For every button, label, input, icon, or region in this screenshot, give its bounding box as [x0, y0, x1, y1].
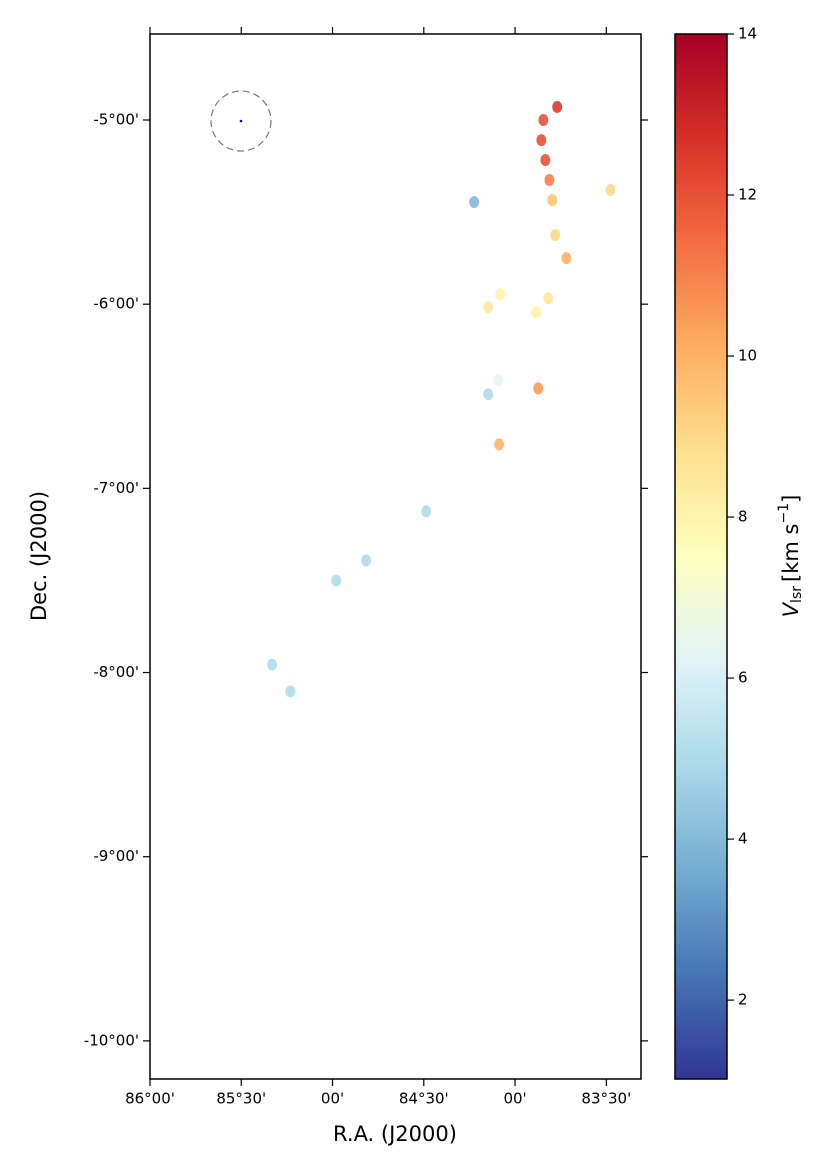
colorbar [674, 33, 728, 1080]
colorbar-tick-label: 8 [738, 508, 748, 526]
velocity-clump [331, 574, 342, 587]
velocity-clump [361, 554, 372, 567]
velocity-clump [550, 229, 561, 242]
velocity-clump [538, 114, 549, 127]
velocity-clump [495, 288, 506, 301]
colorbar-tick-label: 6 [738, 669, 748, 687]
velocity-clump [493, 374, 504, 387]
cb-symbol: V [779, 601, 803, 617]
beam-center [239, 119, 243, 123]
cb-unit: [km s [779, 524, 803, 582]
velocity-clump [531, 306, 542, 319]
velocity-clump [267, 658, 278, 671]
velocity-clump [552, 100, 563, 113]
velocity-clump [533, 382, 544, 395]
cb-close: ] [779, 495, 803, 503]
y-tick-label: -8°00' [93, 663, 139, 681]
cb-subscript: lsr [789, 586, 805, 603]
y-tick-label: -6°00' [93, 295, 139, 313]
colorbar-label: Vlsr [km s−1] [776, 495, 805, 618]
velocity-clump [421, 505, 432, 518]
velocity-clump [494, 438, 505, 451]
y-tick-label: -10°00' [84, 1031, 139, 1049]
colorbar-tick-label: 12 [738, 186, 757, 204]
velocity-clump [483, 388, 494, 401]
velocity-clump [543, 292, 554, 305]
y-tick-label: -5°00' [93, 111, 139, 129]
plot-frame [149, 33, 642, 1080]
velocity-clump [483, 301, 494, 314]
x-tick-label: 00' [503, 1090, 526, 1108]
y-tick-label: -9°00' [93, 847, 139, 865]
colorbar-tick-label: 2 [738, 991, 748, 1009]
velocity-clump [536, 134, 547, 147]
cb-exponent: −1 [776, 503, 792, 524]
y-tick-label: -7°00' [93, 479, 139, 497]
x-axis-label: R.A. (J2000) [333, 1122, 457, 1146]
beam-circle [210, 90, 272, 152]
velocity-clump [605, 183, 616, 196]
velocity-clump [544, 174, 555, 187]
colorbar-tick-label: 4 [738, 830, 748, 848]
velocity-clump [285, 685, 296, 698]
velocity-clump [469, 196, 480, 209]
velocity-clump [540, 153, 551, 166]
x-tick-label: 00' [321, 1090, 344, 1108]
colorbar-tick-label: 14 [738, 25, 757, 43]
velocity-clump [561, 252, 572, 265]
x-tick-label: 84°30' [399, 1090, 449, 1108]
x-tick-label: 86°00' [125, 1090, 175, 1108]
velocity-clump [547, 194, 558, 207]
y-axis-label: Dec. (J2000) [27, 491, 51, 621]
x-tick-label: 83°30' [581, 1090, 631, 1108]
colorbar-tick-label: 10 [738, 347, 757, 365]
x-tick-label: 85°30' [216, 1090, 266, 1108]
